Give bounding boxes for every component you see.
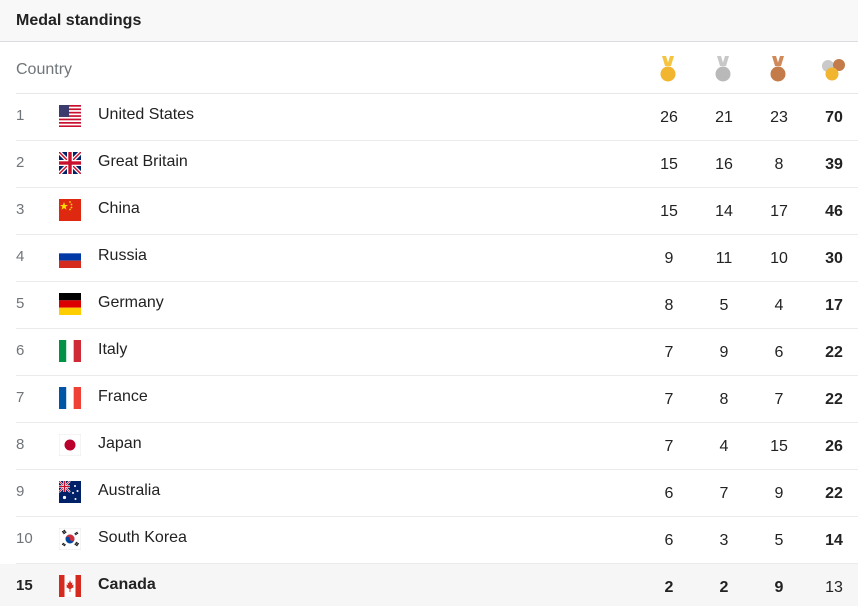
country-name[interactable]: Great Britain — [98, 153, 188, 170]
table-row[interactable]: 7 France 7 8 7 22 — [16, 376, 858, 423]
gold-count: 7 — [664, 391, 674, 408]
gold-count: 7 — [664, 344, 674, 361]
gold-count: 6 — [664, 485, 674, 502]
table-header-row: Country — [16, 43, 858, 94]
bronze-count: 9 — [774, 579, 784, 596]
table-row[interactable]: 1 United States 26 21 23 70 — [16, 94, 858, 141]
rank-cell: 1 — [16, 107, 25, 124]
highlighted-country-row[interactable]: 15 Canada 2 2 9 13 — [0, 564, 858, 606]
total-medals-icon[interactable] — [819, 55, 849, 85]
rank-cell: 15 — [16, 577, 33, 594]
bronze-count: 15 — [770, 438, 788, 455]
bronze-count: 9 — [774, 485, 784, 502]
country-name[interactable]: Australia — [98, 482, 161, 499]
rank-cell: 9 — [16, 483, 25, 500]
rank-cell: 8 — [16, 436, 25, 453]
medal-table: Country 1 United States 26 21 23 70 2 Great Bri… — [0, 43, 858, 606]
silver-medal-icon[interactable] — [710, 55, 736, 85]
bronze-count: 23 — [770, 109, 788, 126]
silver-count: 3 — [719, 532, 729, 549]
silver-count: 4 — [719, 438, 729, 455]
bronze-count: 6 — [774, 344, 784, 361]
rank-cell: 7 — [16, 389, 25, 406]
it-flag-icon — [59, 340, 81, 362]
silver-count: 7 — [719, 485, 729, 502]
total-count: 22 — [825, 344, 843, 361]
gold-count: 15 — [660, 156, 678, 173]
jp-flag-icon — [59, 434, 81, 456]
au-flag-icon — [59, 481, 81, 503]
bronze-count: 4 — [774, 297, 784, 314]
total-count: 46 — [825, 203, 843, 220]
table-row[interactable]: 6 Italy 7 9 6 22 — [16, 329, 858, 376]
de-flag-icon — [59, 293, 81, 315]
country-name[interactable]: China — [98, 200, 140, 217]
country-name[interactable]: South Korea — [98, 529, 187, 546]
table-row[interactable]: 8 Japan 7 4 15 26 — [16, 423, 858, 470]
silver-count: 14 — [715, 203, 733, 220]
bronze-count: 5 — [774, 532, 784, 549]
gold-count: 7 — [664, 438, 674, 455]
bronze-count: 7 — [774, 391, 784, 408]
total-count: 13 — [825, 579, 843, 596]
silver-count: 2 — [719, 579, 729, 596]
total-count: 39 — [825, 156, 843, 173]
gold-count: 26 — [660, 109, 678, 126]
fr-flag-icon — [59, 387, 81, 409]
silver-count: 11 — [715, 250, 733, 267]
silver-count: 16 — [715, 156, 733, 173]
gold-medal-icon[interactable] — [655, 55, 681, 85]
table-row[interactable]: 4 Russia 9 11 10 30 — [16, 235, 858, 282]
total-count: 26 — [825, 438, 843, 455]
ca-flag-icon — [59, 575, 81, 597]
country-name[interactable]: United States — [98, 106, 195, 123]
silver-count: 21 — [715, 109, 733, 126]
table-body: 1 United States 26 21 23 70 2 Great Britain 15 16… — [0, 94, 858, 606]
silver-count: 9 — [719, 344, 729, 361]
total-count: 30 — [825, 250, 843, 267]
bronze-medal-icon[interactable] — [765, 55, 791, 85]
kr-flag-icon — [59, 528, 81, 550]
rank-cell: 5 — [16, 295, 25, 312]
rank-cell: 3 — [16, 201, 25, 218]
rank-cell: 4 — [16, 248, 25, 265]
us-flag-icon — [59, 105, 81, 127]
cn-flag-icon — [59, 199, 81, 221]
country-name[interactable]: Japan — [98, 435, 142, 452]
country-name[interactable]: Russia — [98, 247, 147, 264]
total-count: 22 — [825, 485, 843, 502]
table-row[interactable]: 2 Great Britain 15 16 8 39 — [16, 141, 858, 188]
total-count: 17 — [825, 297, 843, 314]
ru-flag-icon — [59, 246, 81, 268]
rank-cell: 2 — [16, 154, 25, 171]
total-count: 22 — [825, 391, 843, 408]
gold-count: 8 — [664, 297, 674, 314]
country-name[interactable]: Italy — [98, 341, 128, 358]
country-name[interactable]: France — [98, 388, 148, 405]
table-row[interactable]: 10 South Korea 6 3 5 14 — [16, 517, 858, 564]
silver-count: 8 — [719, 391, 729, 408]
gb-flag-icon — [59, 152, 81, 174]
gold-count: 9 — [664, 250, 674, 267]
country-name[interactable]: Canada — [98, 576, 156, 593]
table-row[interactable]: 9 Australia 6 7 9 22 — [16, 470, 858, 517]
total-count: 70 — [825, 109, 843, 126]
page-title: Medal standings — [16, 11, 142, 29]
silver-count: 5 — [719, 297, 729, 314]
table-row[interactable]: 5 Germany 8 5 4 17 — [16, 282, 858, 329]
country-name[interactable]: Germany — [98, 294, 164, 311]
rank-cell: 10 — [16, 530, 33, 547]
gold-count: 2 — [664, 579, 674, 596]
total-count: 14 — [825, 532, 843, 549]
table-row[interactable]: 3 China 15 14 17 46 — [16, 188, 858, 235]
gold-count: 15 — [660, 203, 678, 220]
bronze-count: 8 — [774, 156, 784, 173]
bronze-count: 10 — [770, 250, 788, 267]
medal-standings-header: Medal standings — [0, 0, 858, 42]
bronze-count: 17 — [770, 203, 788, 220]
rank-cell: 6 — [16, 342, 25, 359]
column-header-country[interactable]: Country — [16, 61, 73, 78]
gold-count: 6 — [664, 532, 674, 549]
